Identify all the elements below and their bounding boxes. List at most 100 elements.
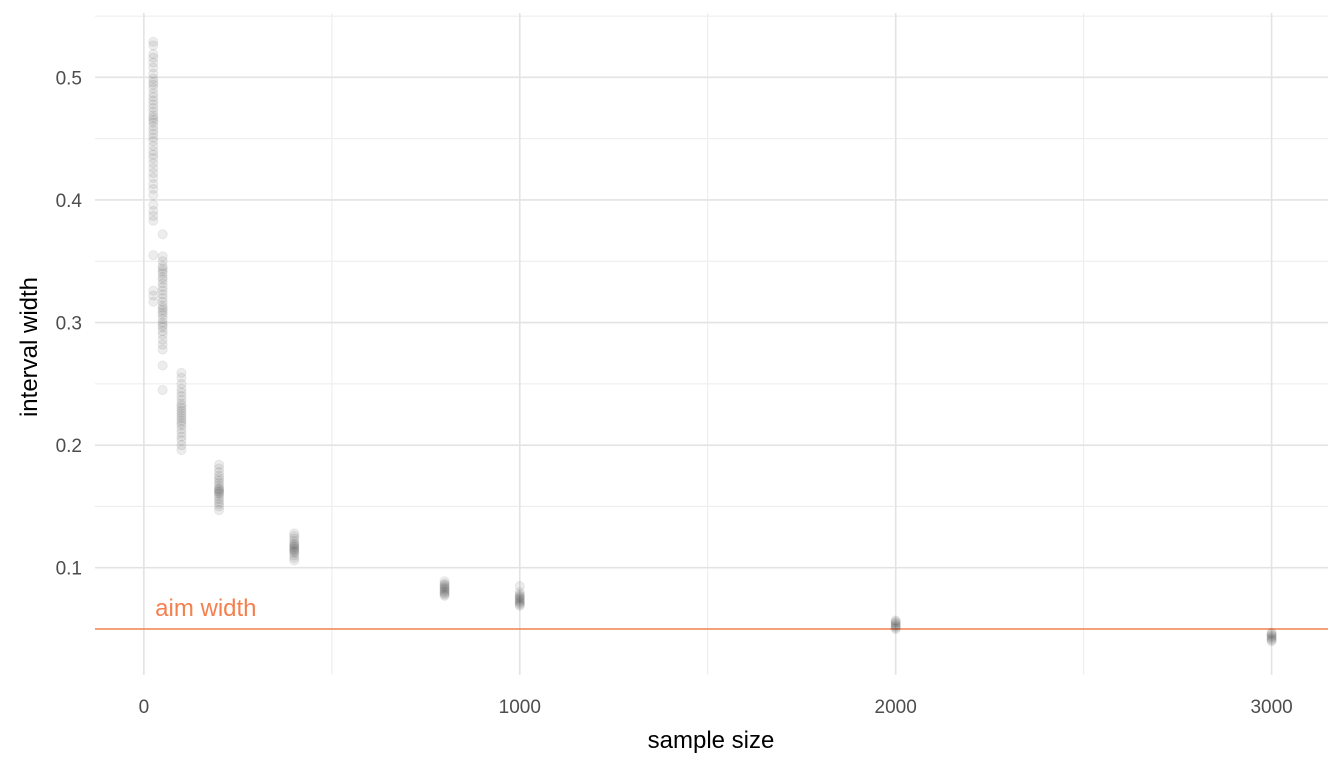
data-point	[148, 77, 159, 88]
data-point	[148, 199, 159, 210]
x-axis-title: sample size	[648, 727, 775, 754]
data-point	[289, 544, 300, 555]
data-point	[148, 36, 159, 47]
data-point	[289, 555, 300, 566]
data-point	[157, 326, 168, 337]
data-point	[176, 398, 187, 409]
data-point	[148, 140, 159, 152]
data-point	[213, 493, 225, 505]
data-point	[289, 540, 300, 551]
data-point	[176, 403, 187, 414]
data-point	[148, 68, 159, 79]
data-point	[176, 367, 187, 378]
data-point	[514, 592, 525, 603]
data-point	[157, 263, 168, 274]
data-point	[148, 250, 159, 261]
data-point	[148, 117, 159, 128]
data-point	[176, 408, 187, 419]
data-point	[148, 296, 159, 307]
y-tick-label: 0.5	[56, 68, 82, 89]
data-point	[148, 290, 159, 301]
data-point	[148, 88, 159, 99]
data-point	[157, 334, 168, 345]
data-point	[148, 172, 159, 183]
data-point	[289, 546, 300, 557]
data-point	[213, 489, 225, 500]
data-point	[157, 310, 168, 321]
data-point	[157, 319, 168, 331]
data-point	[213, 505, 225, 516]
data-point	[289, 541, 300, 552]
data-point	[514, 600, 525, 611]
data-point	[439, 590, 450, 602]
data-point	[439, 582, 450, 593]
data-point	[176, 427, 187, 438]
x-tick-label: 1000	[499, 697, 541, 718]
data-point	[439, 576, 450, 587]
data-point	[890, 615, 901, 626]
data-point	[176, 400, 187, 412]
data-point	[1266, 632, 1277, 643]
data-point	[289, 550, 300, 561]
data-point	[213, 484, 225, 495]
data-point	[176, 410, 187, 421]
data-point	[213, 501, 225, 512]
data-point	[157, 313, 168, 324]
data-point	[213, 491, 225, 502]
data-point	[157, 251, 168, 262]
data-point	[157, 265, 168, 277]
data-point	[148, 167, 159, 179]
data-point	[890, 623, 901, 635]
data-point	[148, 136, 159, 147]
data-point	[514, 581, 525, 592]
data-point	[176, 424, 187, 435]
data-point	[289, 530, 300, 541]
data-point	[289, 538, 300, 549]
data-point	[514, 594, 525, 605]
data-point	[148, 158, 159, 169]
major-gridlines	[95, 13, 1328, 675]
data-point	[213, 496, 225, 507]
data-point	[890, 621, 901, 632]
data-point	[176, 420, 187, 431]
data-point	[157, 305, 168, 316]
data-point	[148, 162, 159, 174]
data-point	[157, 285, 168, 296]
data-point	[157, 307, 168, 318]
data-point	[890, 616, 901, 627]
data-point	[213, 463, 225, 474]
data-point	[157, 302, 168, 313]
data-point	[176, 383, 187, 394]
data-point	[514, 596, 525, 608]
data-point	[439, 588, 450, 599]
data-point	[289, 547, 300, 559]
data-point	[514, 589, 525, 600]
data-point	[890, 617, 901, 628]
data-point	[176, 415, 187, 426]
data-point	[176, 387, 187, 398]
data-point	[289, 552, 300, 564]
data-point	[157, 296, 168, 307]
y-axis-tick-labels: 0.1 0.2 0.3 0.4 0.5	[56, 68, 83, 579]
data-point	[514, 590, 525, 602]
data-point	[213, 482, 225, 494]
data-point	[157, 329, 168, 340]
data-point	[514, 587, 525, 598]
data-point	[289, 533, 300, 544]
data-point	[157, 344, 168, 355]
data-point	[148, 95, 159, 106]
data-point	[176, 394, 187, 405]
data-point	[176, 405, 187, 416]
data-point	[157, 272, 168, 283]
data-point	[148, 40, 159, 51]
data-point	[213, 478, 225, 489]
data-point	[157, 256, 168, 267]
data-point	[148, 112, 159, 123]
y-tick-label: 0.1	[56, 559, 82, 580]
minor-gridlines	[95, 13, 1328, 675]
data-point	[514, 598, 525, 609]
data-point	[148, 189, 159, 201]
data-point	[176, 391, 187, 402]
data-point	[148, 62, 159, 73]
